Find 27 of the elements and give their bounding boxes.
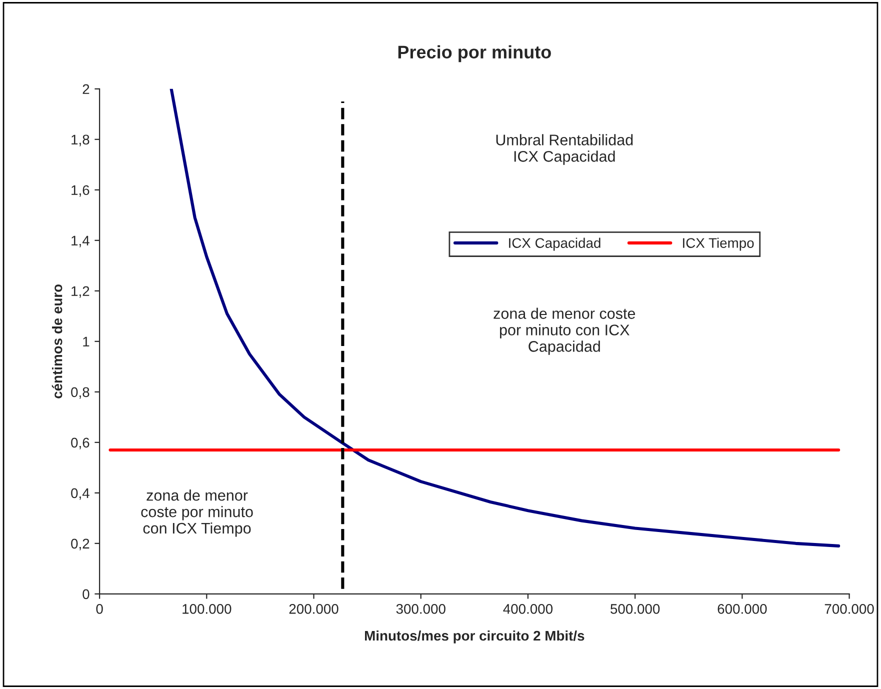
x-tick-label: 500.000: [610, 604, 660, 614]
annotation: zona de menor coste por minuto con ICX Tiempo: [141, 490, 253, 537]
y-tick-label: 0,6: [71, 438, 90, 450]
annotation: zona de menor coste por minuto con ICX Capacidad: [494, 308, 636, 355]
x-tick-label: 0: [96, 604, 103, 614]
y-tick-label: 2: [82, 84, 90, 94]
legend-label: ICX Capacidad: [509, 238, 600, 251]
y-tick-label: 0,4: [71, 488, 90, 500]
y-tick-label: 1,4: [72, 236, 90, 248]
annotation: Umbral Rentabilidad ICX Capacidad: [496, 134, 633, 165]
x-tick-label: 600.000: [718, 604, 767, 614]
y-axis-title: céntimos de euro: [52, 284, 62, 398]
x-tick-label: 300.000: [396, 604, 446, 614]
y-tick-label: 1,8: [72, 134, 90, 146]
y-tick-label: 1,6: [72, 185, 90, 197]
x-tick-label: 400.000: [503, 604, 553, 614]
y-tick-label: 1,2: [72, 286, 90, 298]
x-tick-label: 700.000: [824, 604, 874, 614]
y-tick-label: 0,2: [71, 538, 90, 550]
x-axis-title: Minutos/mes por circuito 2 Mbit/s: [365, 630, 584, 644]
x-tick-label: 200.000: [289, 604, 338, 614]
y-tick-label: 0,8: [71, 387, 90, 399]
chart-title: Precio por minuto: [398, 45, 551, 62]
legend-label: ICX Tiempo: [683, 238, 754, 251]
x-tick-label: 100.000: [182, 604, 232, 614]
y-tick-label: 1: [83, 336, 90, 346]
y-tick-label: 0: [82, 589, 90, 600]
